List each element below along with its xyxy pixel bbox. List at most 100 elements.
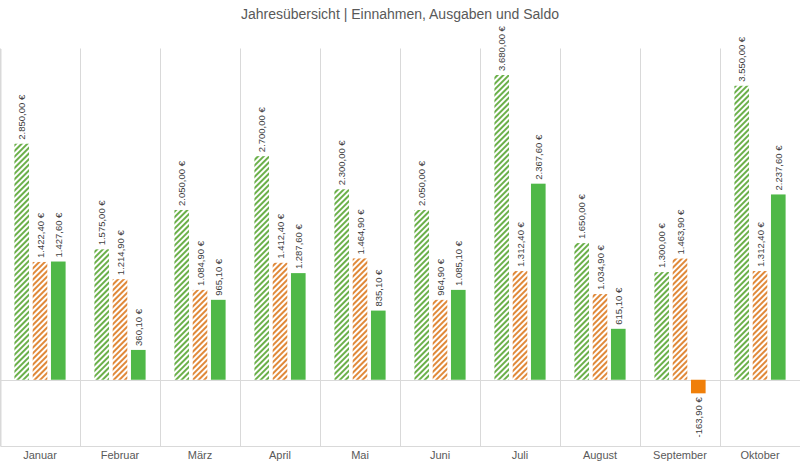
bar	[531, 184, 546, 380]
category-separator	[0, 49, 1, 447]
data-label: 2.237,60 €	[773, 145, 784, 191]
y-grid	[0, 380, 800, 381]
data-label: 2.367,60 €	[533, 134, 544, 180]
data-label: 360,10 €	[133, 308, 144, 346]
data-label: 1.464,90 €	[355, 209, 366, 255]
data-label: 1.312,40 €	[515, 221, 526, 267]
bar	[371, 311, 386, 380]
x-tick: Juli	[512, 446, 529, 461]
category-separator	[160, 49, 161, 447]
x-tick-label: Januar	[23, 449, 57, 461]
category-separators	[1, 49, 800, 447]
bar	[273, 263, 288, 380]
bar	[33, 262, 48, 380]
x-tick: August	[583, 446, 617, 461]
data-label: 2.050,00 €	[176, 160, 187, 206]
category-separator	[640, 49, 641, 447]
bar	[433, 300, 448, 380]
data-label: 2.050,00 €	[416, 160, 427, 206]
x-tick: Januar	[23, 446, 57, 461]
data-label: 1.427,60 €	[53, 212, 64, 258]
bar	[451, 290, 466, 380]
y-axis	[0, 49, 2, 447]
data-label: -163,90 €	[693, 397, 704, 438]
data-label: 615,10 €	[613, 287, 624, 325]
data-label: 1.312,40 €	[755, 221, 766, 267]
data-label: 1.575,00 €	[96, 200, 107, 246]
category-separator	[320, 49, 321, 447]
data-label: 1.084,90 €	[195, 240, 206, 286]
bar	[574, 243, 589, 380]
data-label: 2.700,00 €	[256, 107, 267, 153]
x-tick-label: September	[653, 449, 707, 461]
x-tick: März	[188, 446, 212, 461]
data-label: 965,10 €	[213, 258, 224, 296]
x-tick-label: Juni	[430, 449, 450, 461]
bar	[611, 329, 626, 380]
x-tick: September	[653, 446, 707, 461]
x-axis-line	[1, 446, 800, 447]
bar	[753, 271, 768, 380]
bar	[513, 271, 528, 380]
x-tick: Februar	[101, 446, 140, 461]
grid-line	[0, 380, 800, 381]
category-separator	[400, 49, 401, 447]
data-label: 1.300,00 €	[656, 222, 667, 268]
x-tick-label: April	[269, 449, 291, 461]
x-tick-label: Oktober	[740, 449, 779, 461]
data-label: 1.422,40 €	[35, 212, 46, 258]
data-label: 1.412,40 €	[275, 213, 286, 259]
category-separator	[480, 49, 481, 447]
data-label: 1.034,90 €	[595, 244, 606, 290]
bars	[14, 75, 785, 393]
bar	[353, 258, 368, 379]
data-label: 1.463,90 €	[675, 209, 686, 255]
bar	[771, 194, 786, 379]
bar	[593, 294, 608, 380]
category-separator	[240, 49, 241, 447]
data-label: 1.650,00 €	[576, 193, 587, 239]
x-tick: Juni	[430, 446, 450, 461]
bar	[131, 350, 146, 380]
data-labels: 2.850,00 € 1.575,00 € 2.050,00 € 2.700,00 €…	[16, 25, 784, 437]
data-label: 2.300,00 €	[336, 140, 347, 186]
category-separator	[720, 49, 721, 447]
data-label: 3.550,00 €	[736, 36, 747, 82]
bar	[414, 210, 429, 380]
bar	[211, 300, 226, 380]
bar	[14, 144, 29, 380]
bar	[654, 272, 669, 380]
bar	[734, 86, 749, 380]
x-tick-label: August	[583, 449, 617, 461]
bar	[254, 156, 269, 380]
data-label: 964,90 €	[435, 258, 446, 296]
x-tick: Oktober	[740, 446, 779, 461]
x-tick-label: Juli	[512, 449, 529, 461]
chart: Jahresübersicht | Einnahmen, Ausgaben un…	[0, 0, 800, 471]
data-label: 835,10 €	[373, 269, 384, 307]
bar	[113, 279, 128, 380]
x-tick-label: Februar	[101, 449, 140, 461]
bar	[51, 262, 66, 380]
category-separator	[560, 49, 561, 447]
x-axis: Januar Februar März April Mai Juni Juli August S…	[1, 446, 800, 461]
bar	[334, 189, 349, 379]
x-tick: April	[269, 446, 291, 461]
data-label: 3.680,00 €	[496, 25, 507, 71]
category-separator	[80, 49, 81, 447]
data-label: 1.287,60 €	[293, 224, 304, 270]
x-tick: Mai	[351, 446, 369, 461]
y-axis-line	[1, 49, 2, 447]
data-label: 1.085,10 €	[453, 240, 464, 286]
bar	[174, 210, 189, 380]
bar	[193, 290, 208, 380]
bar	[691, 380, 706, 394]
bar	[94, 249, 109, 379]
data-label: 1.214,90 €	[115, 230, 126, 276]
x-tick-label: Mai	[351, 449, 369, 461]
bar	[494, 75, 509, 380]
bar	[291, 273, 306, 380]
title: Jahresübersicht | Einnahmen, Ausgaben un…	[241, 6, 559, 22]
data-label: 2.850,00 €	[16, 94, 27, 140]
x-tick-label: März	[188, 449, 212, 461]
